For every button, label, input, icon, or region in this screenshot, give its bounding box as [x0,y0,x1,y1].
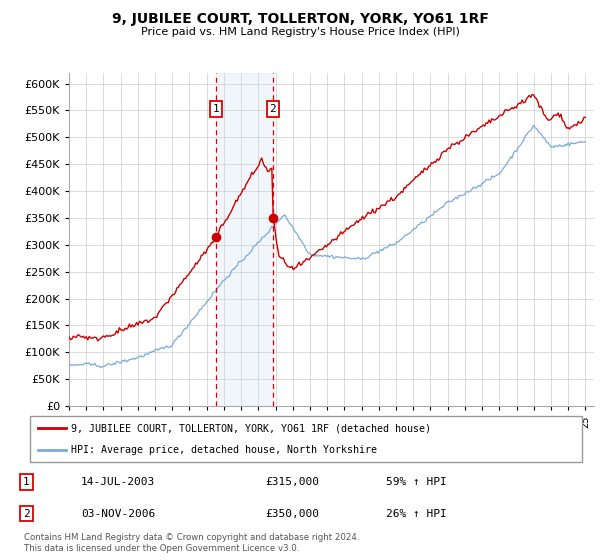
Text: Contains HM Land Registry data © Crown copyright and database right 2024.
This d: Contains HM Land Registry data © Crown c… [24,533,359,553]
Text: 59% ↑ HPI: 59% ↑ HPI [386,477,447,487]
Bar [216,73,273,406]
Text: 26% ↑ HPI: 26% ↑ HPI [386,508,447,519]
Text: 03-NOV-2006: 03-NOV-2006 [81,508,155,519]
Text: 14-JUL-2003: 14-JUL-2003 [81,477,155,487]
Text: Price paid vs. HM Land Registry's House Price Index (HPI): Price paid vs. HM Land Registry's House … [140,27,460,37]
Text: 1: 1 [212,104,219,114]
Text: 1: 1 [23,477,30,487]
Text: 2: 2 [269,104,276,114]
Text: 9, JUBILEE COURT, TOLLERTON, YORK, YO61 1RF (detached house): 9, JUBILEE COURT, TOLLERTON, YORK, YO61 … [71,423,431,433]
Text: 9, JUBILEE COURT, TOLLERTON, YORK, YO61 1RF: 9, JUBILEE COURT, TOLLERTON, YORK, YO61 … [112,12,488,26]
Text: 2: 2 [23,508,30,519]
Text: £350,000: £350,000 [265,508,319,519]
Text: HPI: Average price, detached house, North Yorkshire: HPI: Average price, detached house, Nort… [71,445,377,455]
Text: £315,000: £315,000 [265,477,319,487]
